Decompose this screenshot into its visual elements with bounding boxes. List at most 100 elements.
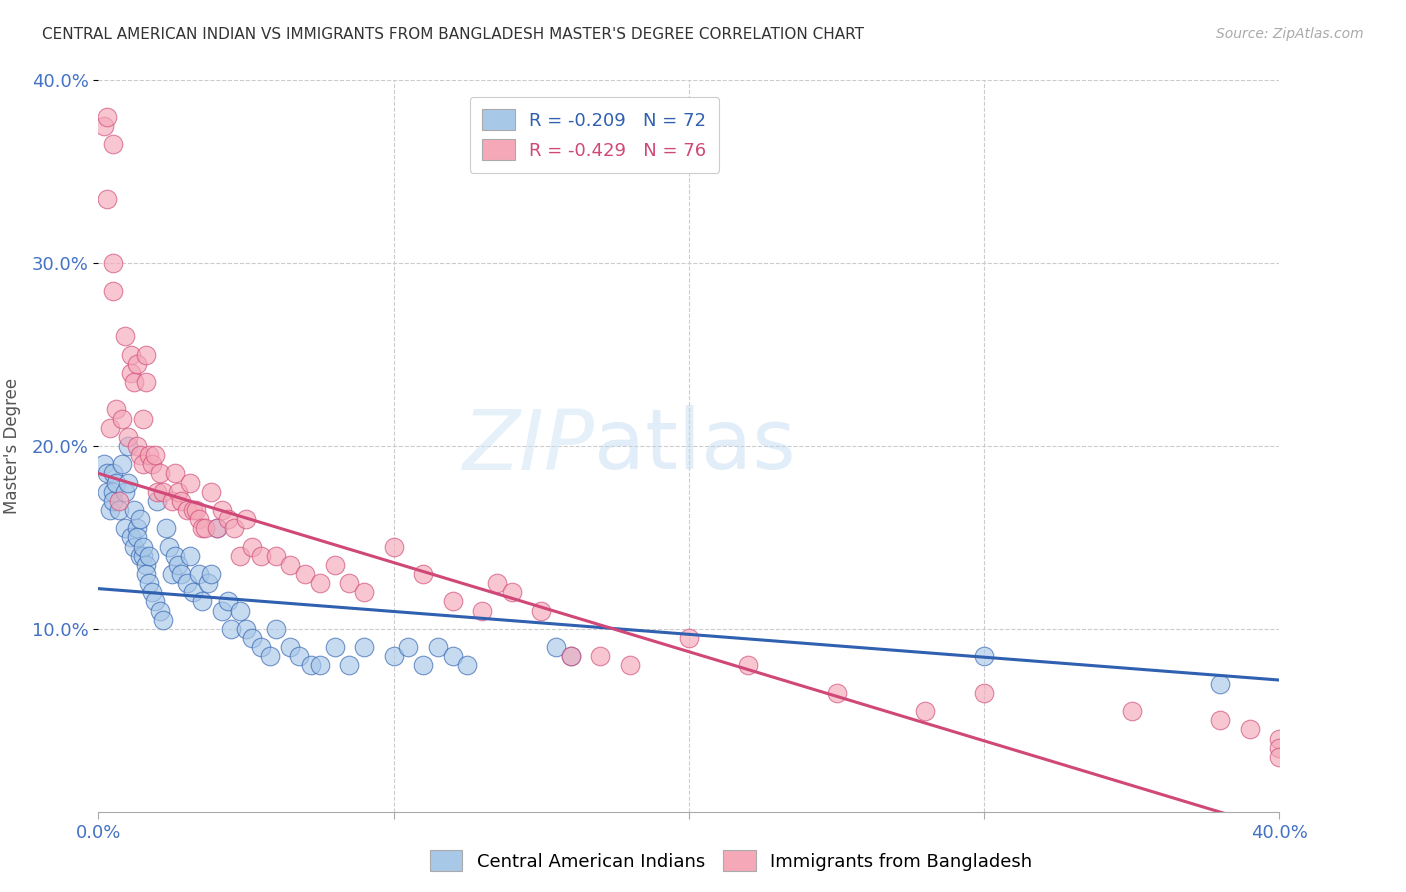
Point <box>1239 723 1261 737</box>
Point <box>132 540 155 554</box>
Point <box>179 549 201 563</box>
Point <box>184 503 207 517</box>
Point <box>264 549 287 563</box>
Point <box>138 448 160 462</box>
Point <box>162 494 183 508</box>
Point <box>141 585 163 599</box>
Point <box>229 603 252 617</box>
Point <box>560 649 582 664</box>
Point <box>114 484 136 499</box>
Point <box>288 649 311 664</box>
Point <box>146 494 169 508</box>
Point <box>187 512 209 526</box>
Point <box>737 658 759 673</box>
Text: ZIP: ZIP <box>463 406 595 486</box>
Point <box>122 375 145 389</box>
Point <box>122 540 145 554</box>
Point <box>1121 704 1143 718</box>
Point <box>170 567 193 582</box>
Point <box>973 686 995 700</box>
Point <box>165 467 187 481</box>
Point <box>165 549 187 563</box>
Point <box>1268 749 1291 764</box>
Point <box>117 430 139 444</box>
Point <box>240 631 263 645</box>
Point <box>103 467 125 481</box>
Point <box>138 549 160 563</box>
Point <box>120 530 142 544</box>
Point <box>157 540 180 554</box>
Text: Source: ZipAtlas.com: Source: ZipAtlas.com <box>1216 27 1364 41</box>
Point <box>108 503 131 517</box>
Point <box>93 457 115 471</box>
Point <box>211 603 233 617</box>
Point <box>191 521 214 535</box>
Point <box>176 576 198 591</box>
Point <box>250 640 273 655</box>
Point <box>211 503 233 517</box>
Point <box>339 658 361 673</box>
Point <box>108 494 131 508</box>
Point <box>398 640 420 655</box>
Point <box>149 603 172 617</box>
Point <box>135 567 157 582</box>
Point <box>973 649 995 664</box>
Point <box>152 484 174 499</box>
Point <box>125 521 148 535</box>
Point <box>1268 740 1291 755</box>
Point <box>162 567 183 582</box>
Point <box>353 585 375 599</box>
Point <box>155 521 177 535</box>
Point <box>197 576 219 591</box>
Point <box>105 475 128 490</box>
Point <box>132 457 155 471</box>
Point <box>96 192 118 206</box>
Point <box>103 494 125 508</box>
Text: CENTRAL AMERICAN INDIAN VS IMMIGRANTS FROM BANGLADESH MASTER'S DEGREE CORRELATIO: CENTRAL AMERICAN INDIAN VS IMMIGRANTS FR… <box>42 27 865 42</box>
Point <box>441 649 464 664</box>
Point <box>235 622 257 636</box>
Point <box>501 585 523 599</box>
Point <box>152 613 174 627</box>
Point <box>250 549 273 563</box>
Legend: R = -0.209   N = 72, R = -0.429   N = 76: R = -0.209 N = 72, R = -0.429 N = 76 <box>470 96 718 173</box>
Point <box>143 448 166 462</box>
Point <box>176 503 198 517</box>
Point <box>217 594 239 608</box>
Point <box>825 686 848 700</box>
Point <box>205 521 228 535</box>
Point <box>914 704 936 718</box>
Point <box>98 421 121 435</box>
Point <box>353 640 375 655</box>
Point <box>560 649 582 664</box>
Point <box>240 540 263 554</box>
Point <box>103 256 125 270</box>
Point <box>412 567 434 582</box>
Point <box>441 594 464 608</box>
Point <box>457 658 479 673</box>
Point <box>114 329 136 343</box>
Point <box>111 457 134 471</box>
Point <box>128 448 150 462</box>
Point <box>96 467 118 481</box>
Point <box>125 439 148 453</box>
Point <box>117 439 139 453</box>
Point <box>103 284 125 298</box>
Point <box>170 494 193 508</box>
Point <box>323 558 346 572</box>
Point <box>412 658 434 673</box>
Point <box>191 594 214 608</box>
Point <box>1268 731 1291 746</box>
Point <box>149 467 172 481</box>
Point <box>179 475 201 490</box>
Point <box>1209 714 1232 728</box>
Point <box>93 119 115 133</box>
Point <box>264 622 287 636</box>
Point <box>259 649 281 664</box>
Point <box>194 521 217 535</box>
Point <box>427 640 450 655</box>
Point <box>280 640 302 655</box>
Point <box>200 484 222 499</box>
Point <box>187 567 209 582</box>
Point <box>181 585 204 599</box>
